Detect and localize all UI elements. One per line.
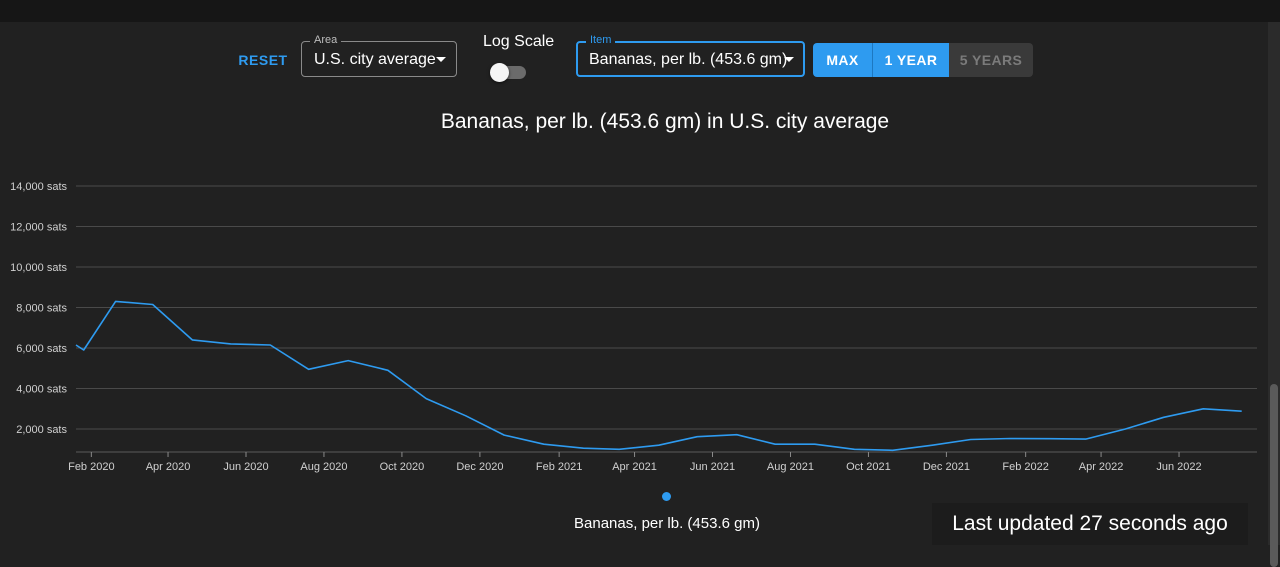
item-select-value: Bananas, per lb. (453.6 gm) (589, 51, 788, 68)
legend-series-label[interactable]: Bananas, per lb. (453.6 gm) (574, 515, 760, 532)
log-scale-label: Log Scale (483, 33, 555, 50)
y-tick-label: 4,000 sats (16, 384, 67, 396)
area-select-label: Area (310, 34, 342, 46)
area-select[interactable]: Area U.S. city average (301, 34, 457, 77)
line-chart: 2,000 sats 4,000 sats 6,000 sats 8,000 sats… (10, 181, 1257, 473)
chart-title: Bananas, per lb. (453.6 gm) in U.S. city… (440, 110, 890, 133)
reset-button[interactable]: RESET (238, 52, 288, 68)
x-tick-label: Aug 2020 (300, 461, 347, 473)
y-tick-label: 2,000 sats (16, 424, 67, 436)
x-tick-label: Feb 2021 (536, 461, 582, 473)
chevron-down-icon (784, 57, 794, 62)
range-1-year-button[interactable]: 1 YEAR (873, 43, 949, 77)
range-max-button[interactable]: MAX (813, 43, 873, 77)
x-tick-label: Apr 2021 (612, 461, 657, 473)
legend-marker[interactable] (662, 492, 671, 501)
series-line (75, 300, 1242, 452)
y-tick-label: 6,000 sats (16, 343, 67, 355)
log-scale-toggle[interactable] (490, 62, 528, 82)
scrollbar-thumb[interactable] (1270, 384, 1278, 567)
item-select[interactable]: Item Bananas, per lb. (453.6 gm) (576, 34, 805, 77)
x-tick-label: Dec 2021 (923, 461, 970, 473)
x-tick-label: Oct 2021 (846, 461, 891, 473)
range-5-years-button[interactable]: 5 YEARS (949, 43, 1033, 77)
item-select-label: Item (586, 34, 616, 46)
vertical-scrollbar[interactable] (1268, 22, 1280, 567)
y-tick-label: 8,000 sats (16, 303, 67, 315)
x-tick-label: Jun 2021 (690, 461, 735, 473)
last-updated-status: Last updated 27 seconds ago (932, 503, 1248, 545)
y-tick-label: 14,000 sats (10, 181, 67, 193)
x-tick-label: Apr 2020 (146, 461, 191, 473)
x-tick-label: Aug 2021 (767, 461, 814, 473)
x-tick-label: Jun 2022 (1156, 461, 1201, 473)
x-tick-label: Dec 2020 (456, 461, 503, 473)
chevron-down-icon (436, 57, 446, 62)
x-tick-label: Apr 2022 (1079, 461, 1124, 473)
x-tick-label: Oct 2020 (380, 461, 425, 473)
x-tick-label: Jun 2020 (223, 461, 268, 473)
x-tick-label: Feb 2020 (68, 461, 114, 473)
area-select-value: U.S. city average (314, 51, 436, 68)
time-range-group: MAX 1 YEAR 5 YEARS (813, 43, 1033, 77)
toggle-thumb (490, 63, 509, 82)
top-bar (0, 0, 1280, 22)
x-tick-label: Feb 2022 (1002, 461, 1048, 473)
y-tick-label: 10,000 sats (10, 262, 67, 274)
y-tick-label: 12,000 sats (10, 222, 67, 234)
